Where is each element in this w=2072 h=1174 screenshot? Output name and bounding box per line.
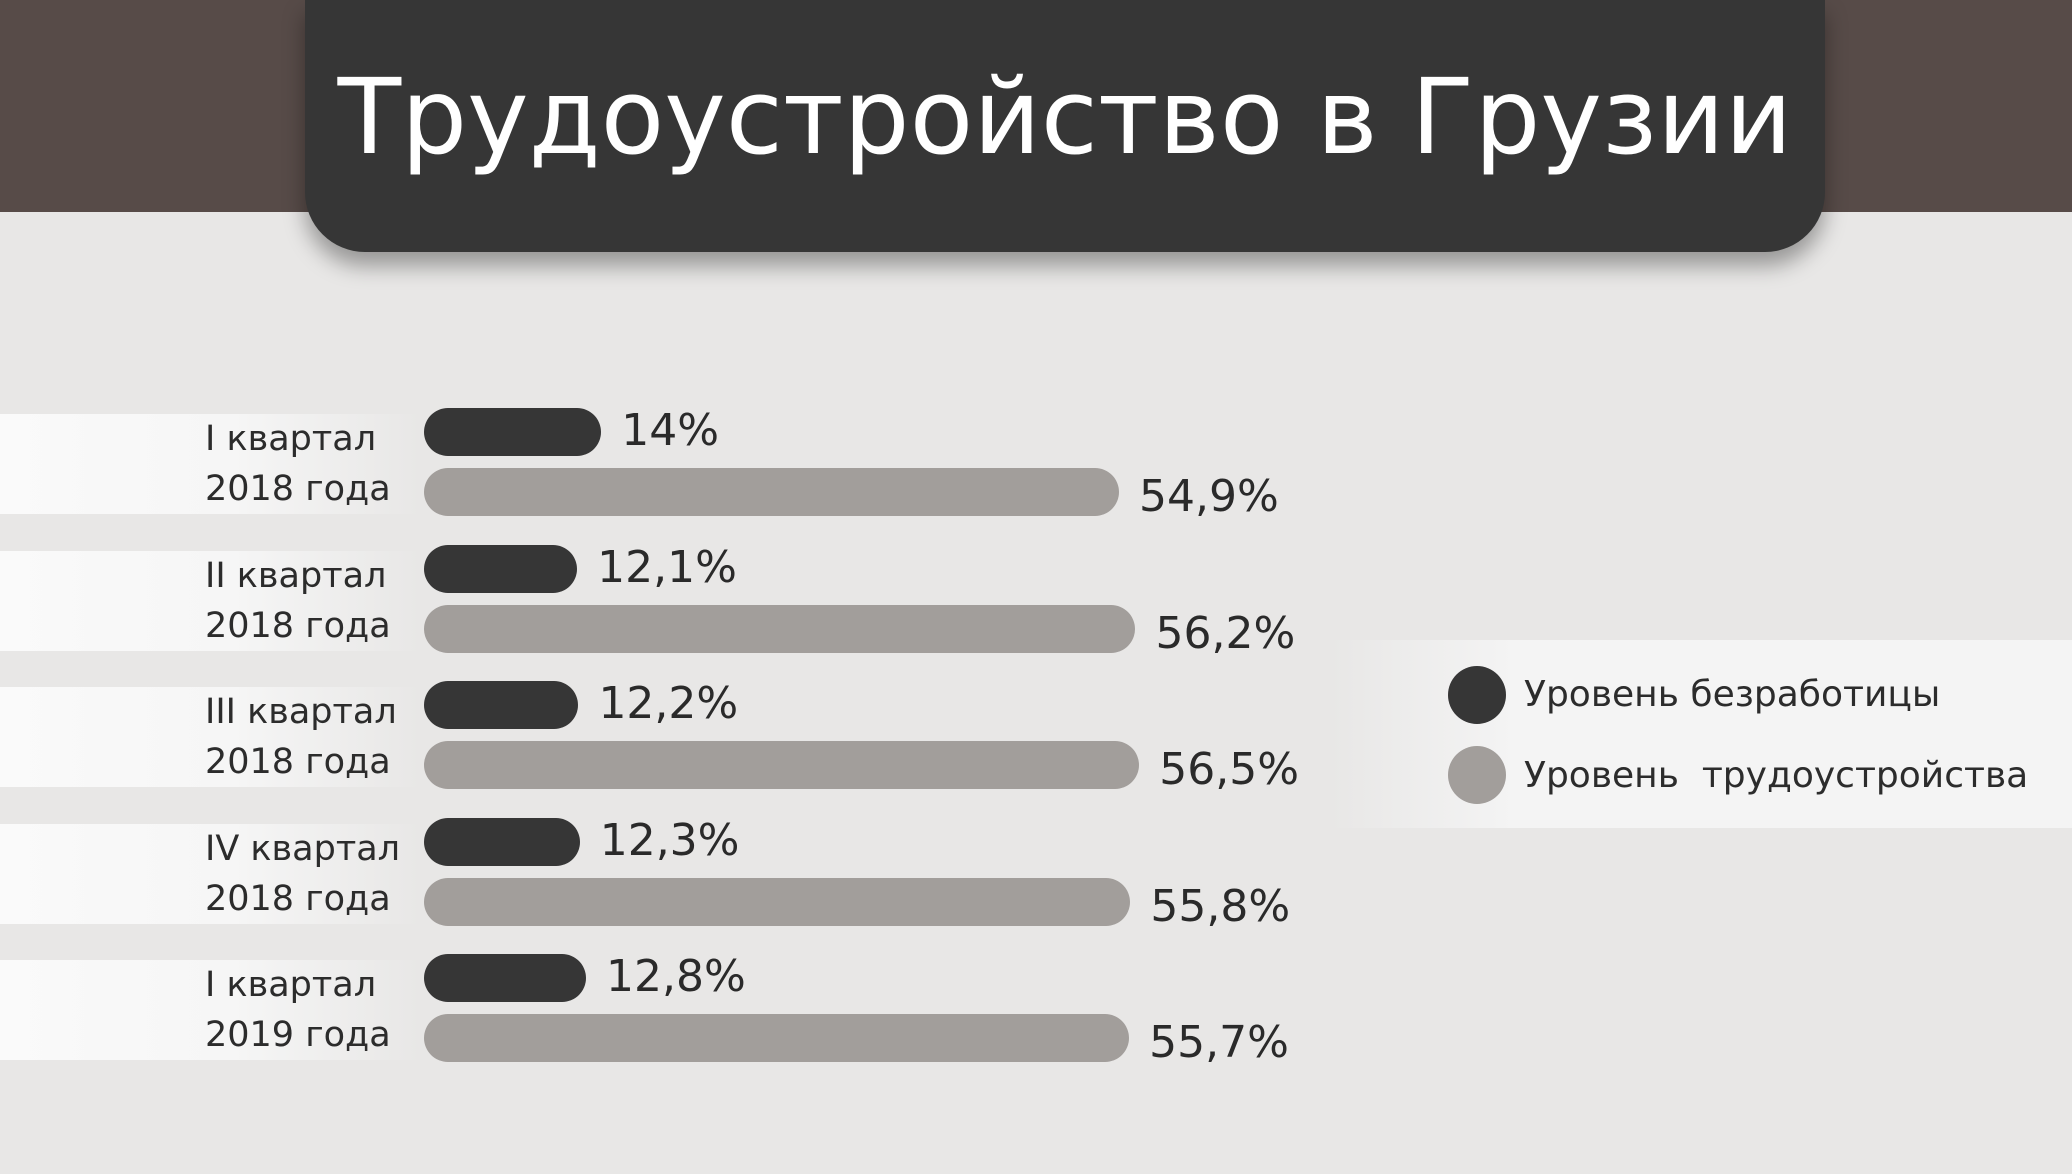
category-label: III квартал (205, 692, 397, 732)
value-label-employment: 55,8% (1150, 880, 1291, 932)
value-label-unemployment: 12,3% (599, 814, 740, 866)
legend-label-employment: Уровень трудоустройства (1524, 755, 2029, 796)
bar-employment (424, 877, 1131, 926)
legend-marker-employment (1448, 746, 1506, 804)
value-label-employment: 55,7% (1149, 1017, 1289, 1068)
row-band (0, 414, 420, 514)
bar-employment (424, 1014, 1130, 1062)
row-band (0, 823, 420, 924)
bar-employment (424, 741, 1140, 789)
legend-label-unemployment: Уровень безработицы (1524, 674, 1941, 715)
category-label: IV квартал (205, 828, 401, 869)
category-label: 2018 года (205, 742, 391, 782)
value-label-employment: 56,5% (1159, 744, 1300, 795)
bar-unemployment (424, 817, 580, 866)
value-label-unemployment: 12,1% (597, 541, 737, 593)
title-banner: Трудоустройство в Грузии (305, 0, 1825, 252)
bar-employment (424, 468, 1120, 516)
category-label: 2018 года (205, 605, 391, 646)
bar-unemployment (424, 681, 579, 729)
row-band (0, 960, 420, 1060)
chart-title: Трудоустройство в Грузии (337, 56, 1793, 178)
legend-marker-unemployment (1448, 666, 1506, 724)
row-band (0, 550, 420, 651)
value-label-employment: 54,9% (1139, 471, 1279, 522)
category-label: 2019 года (205, 1015, 391, 1055)
value-label-unemployment: 14% (621, 405, 720, 456)
bar-unemployment (424, 954, 587, 1002)
category-label: II квартал (205, 555, 387, 596)
bar-unemployment (424, 408, 602, 456)
category-label: 2018 года (205, 878, 391, 919)
value-label-unemployment: 12,2% (598, 678, 739, 729)
bar-employment (424, 604, 1136, 653)
value-label-employment: 56,2% (1155, 607, 1296, 659)
category-label: 2018 года (205, 469, 391, 509)
category-label: I квартал (205, 419, 377, 459)
row-band (0, 687, 420, 787)
bar-unemployment (424, 544, 578, 593)
legend: Уровень безработицы Уровень трудоустройс… (1330, 640, 2072, 828)
value-label-unemployment: 12,8% (606, 951, 746, 1002)
category-label: I квартал (205, 965, 377, 1005)
